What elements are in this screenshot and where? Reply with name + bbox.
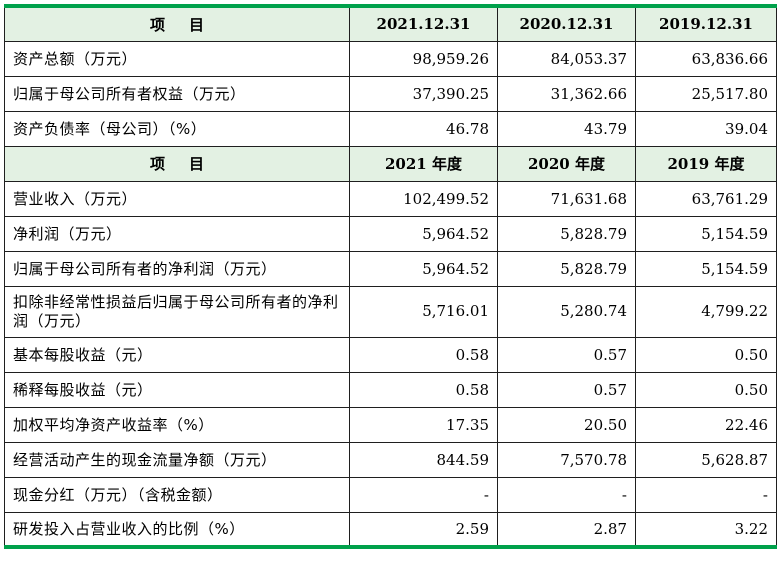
row-value-2019: 5,628.87 [635,441,777,478]
header-year-2019: 2019 年度 [635,145,777,182]
header-item-cell: 项目 [4,5,350,42]
header-year-2021: 2021 年度 [349,145,498,182]
row-value-2021: - [349,476,498,513]
row-value-2019: 25,517.80 [635,75,777,112]
row-value-2020: 5,280.74 [497,285,636,338]
header-year-2021: 2021.12.31 [349,5,498,42]
row-value-2020: 20.50 [497,406,636,443]
row-label: 扣除非经常性损益后归属于母公司所有者的净利润（万元） [4,285,350,338]
row-value-2019: 63,836.66 [635,40,777,77]
table-row: 稀释每股收益（元） 0.58 0.57 0.50 [4,371,777,408]
table-header-balance: 项目 2021.12.31 2020.12.31 2019.12.31 [4,5,777,42]
table-row: 资产总额（万元） 98,959.26 84,053.37 63,836.66 [4,40,777,77]
row-value-2021: 17.35 [349,406,498,443]
header-year-2020: 2020.12.31 [497,5,636,42]
row-value-2020: 0.57 [497,371,636,408]
row-label: 研发投入占营业收入的比例（%） [4,511,350,548]
row-value-2021: 102,499.52 [349,180,498,217]
row-value-2020: 5,828.79 [497,215,636,252]
row-value-2020: - [497,476,636,513]
row-value-2021: 37,390.25 [349,75,498,112]
row-label: 资产负债率（母公司）（%） [4,110,350,147]
table-row: 加权平均净资产收益率（%） 17.35 20.50 22.46 [4,406,777,443]
row-value-2019: 5,154.59 [635,215,777,252]
row-label: 稀释每股收益（元） [4,371,350,408]
row-value-2021: 2.59 [349,511,498,548]
row-value-2021: 5,716.01 [349,285,498,338]
row-value-2019: 4,799.22 [635,285,777,338]
table-row: 归属于母公司所有者权益（万元） 37,390.25 31,362.66 25,5… [4,75,777,112]
row-label: 归属于母公司所有者权益（万元） [4,75,350,112]
row-value-2021: 5,964.52 [349,250,498,287]
row-value-2021: 5,964.52 [349,215,498,252]
row-value-2019: 0.50 [635,371,777,408]
financial-summary-table: 项目 2021.12.31 2020.12.31 2019.12.31 资产总额… [4,4,777,549]
row-value-2019: 0.50 [635,336,777,373]
table-row: 扣除非经常性损益后归属于母公司所有者的净利润（万元） 5,716.01 5,28… [4,285,777,338]
table-row: 现金分红（万元）（含税金额） - - - [4,476,777,513]
header-item-char-1: 项 [149,155,165,173]
row-value-2021: 0.58 [349,371,498,408]
row-value-2019: - [635,476,777,513]
row-value-2020: 84,053.37 [497,40,636,77]
table-row: 研发投入占营业收入的比例（%） 2.59 2.87 3.22 [4,511,777,548]
header-item-char-2: 目 [189,15,205,34]
table-row: 归属于母公司所有者的净利润（万元） 5,964.52 5,828.79 5,15… [4,250,777,287]
row-value-2020: 71,631.68 [497,180,636,217]
row-label: 经营活动产生的现金流量净额（万元） [4,441,350,478]
row-label: 加权平均净资产收益率（%） [4,406,350,443]
row-value-2020: 7,570.78 [497,441,636,478]
table-header-income: 项目 2021 年度 2020 年度 2019 年度 [4,145,777,182]
row-value-2021: 0.58 [349,336,498,373]
row-value-2019: 22.46 [635,406,777,443]
row-value-2020: 0.57 [497,336,636,373]
header-item-char-2: 目 [189,155,205,173]
table-row: 净利润（万元） 5,964.52 5,828.79 5,154.59 [4,215,777,252]
table-row: 基本每股收益（元） 0.58 0.57 0.50 [4,336,777,373]
header-year-2019: 2019.12.31 [635,5,777,42]
row-value-2021: 46.78 [349,110,498,147]
row-label: 现金分红（万元）（含税金额） [4,476,350,513]
header-item-char-1: 项 [149,15,165,34]
row-label: 净利润（万元） [4,215,350,252]
row-value-2021: 844.59 [349,441,498,478]
row-label: 基本每股收益（元） [4,336,350,373]
row-value-2020: 43.79 [497,110,636,147]
row-value-2019: 5,154.59 [635,250,777,287]
row-value-2020: 2.87 [497,511,636,548]
header-year-2020: 2020 年度 [497,145,636,182]
table-row: 经营活动产生的现金流量净额（万元） 844.59 7,570.78 5,628.… [4,441,777,478]
row-value-2021: 98,959.26 [349,40,498,77]
header-item-cell: 项目 [4,145,350,182]
row-value-2019: 3.22 [635,511,777,548]
table-row: 资产负债率（母公司）（%） 46.78 43.79 39.04 [4,110,777,147]
row-value-2020: 5,828.79 [497,250,636,287]
row-label: 营业收入（万元） [4,180,350,217]
row-label: 资产总额（万元） [4,40,350,77]
table-row: 营业收入（万元） 102,499.52 71,631.68 63,761.29 [4,180,777,217]
financial-table-container: 项目 2021.12.31 2020.12.31 2019.12.31 资产总额… [4,4,777,549]
row-value-2019: 39.04 [635,110,777,147]
row-label: 归属于母公司所有者的净利润（万元） [4,250,350,287]
row-value-2020: 31,362.66 [497,75,636,112]
row-value-2019: 63,761.29 [635,180,777,217]
